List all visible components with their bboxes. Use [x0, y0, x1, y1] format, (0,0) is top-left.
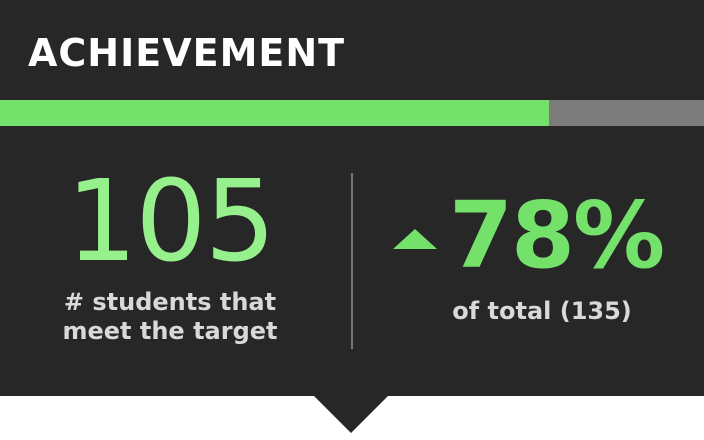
percentage-label: of total (135)	[452, 297, 632, 325]
progress-bar-fill	[0, 100, 550, 126]
vertical-divider	[351, 173, 353, 349]
student-count-value: 105	[66, 157, 276, 287]
student-count-block: 105 # students that meet the target	[0, 160, 340, 346]
student-count-label-line-1: # students that	[63, 288, 277, 316]
student-count-label: # students that meet the target	[0, 288, 340, 346]
percentage-value: 78%	[449, 182, 665, 289]
card-pointer	[314, 396, 388, 433]
achievement-card: ACHIEVEMENT 105 # students that meet the…	[0, 0, 704, 396]
triangle-up-icon	[393, 229, 437, 249]
card-title: ACHIEVEMENT	[28, 31, 346, 75]
student-count-label-line-2: meet the target	[62, 317, 278, 345]
percentage-block: 78%	[393, 176, 665, 296]
progress-bar	[0, 100, 704, 126]
